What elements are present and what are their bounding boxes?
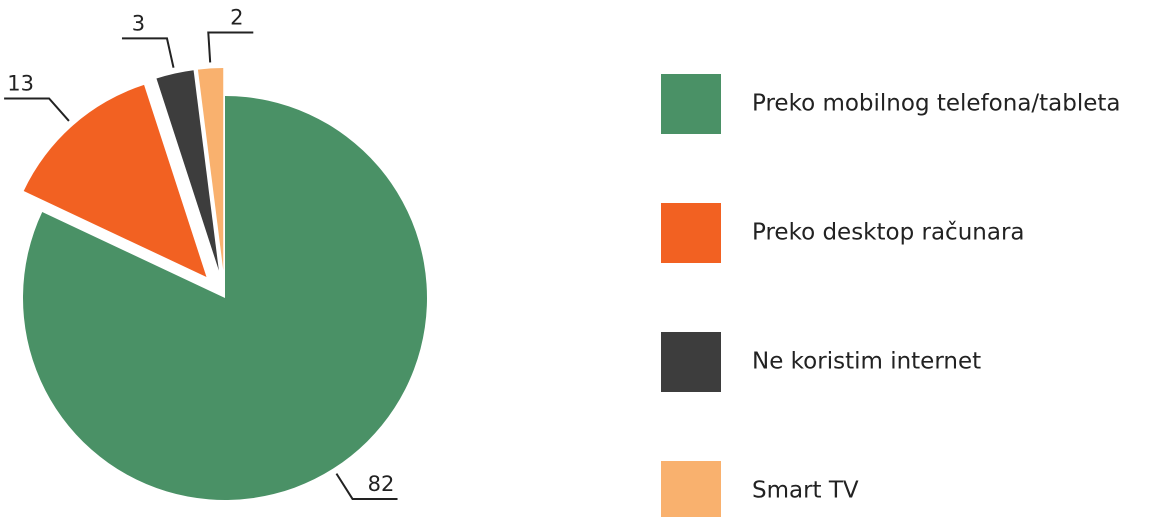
legend-label: Smart TV [752, 478, 859, 504]
pie-slice [23, 96, 427, 501]
legend-swatch [661, 74, 721, 134]
legend-label: Ne koristim internet [752, 349, 981, 375]
pie-slice [197, 68, 224, 271]
legend-label: Preko desktop računara [752, 220, 1025, 246]
leader-line [4, 97, 70, 122]
legend-label: Preko mobilnog telefona/tableta [752, 91, 1121, 117]
pie-slice [23, 84, 207, 277]
leader-line [335, 473, 398, 500]
legend-swatch [661, 461, 721, 517]
data-label: 13 [7, 71, 34, 95]
leader-line [207, 31, 254, 63]
pie-slice [156, 70, 219, 271]
legend-swatch [661, 203, 721, 263]
data-label: 82 [368, 472, 395, 496]
legend-swatch [661, 332, 721, 392]
data-label: 3 [132, 11, 145, 35]
data-label: 2 [230, 6, 243, 30]
leader-line [121, 37, 175, 68]
